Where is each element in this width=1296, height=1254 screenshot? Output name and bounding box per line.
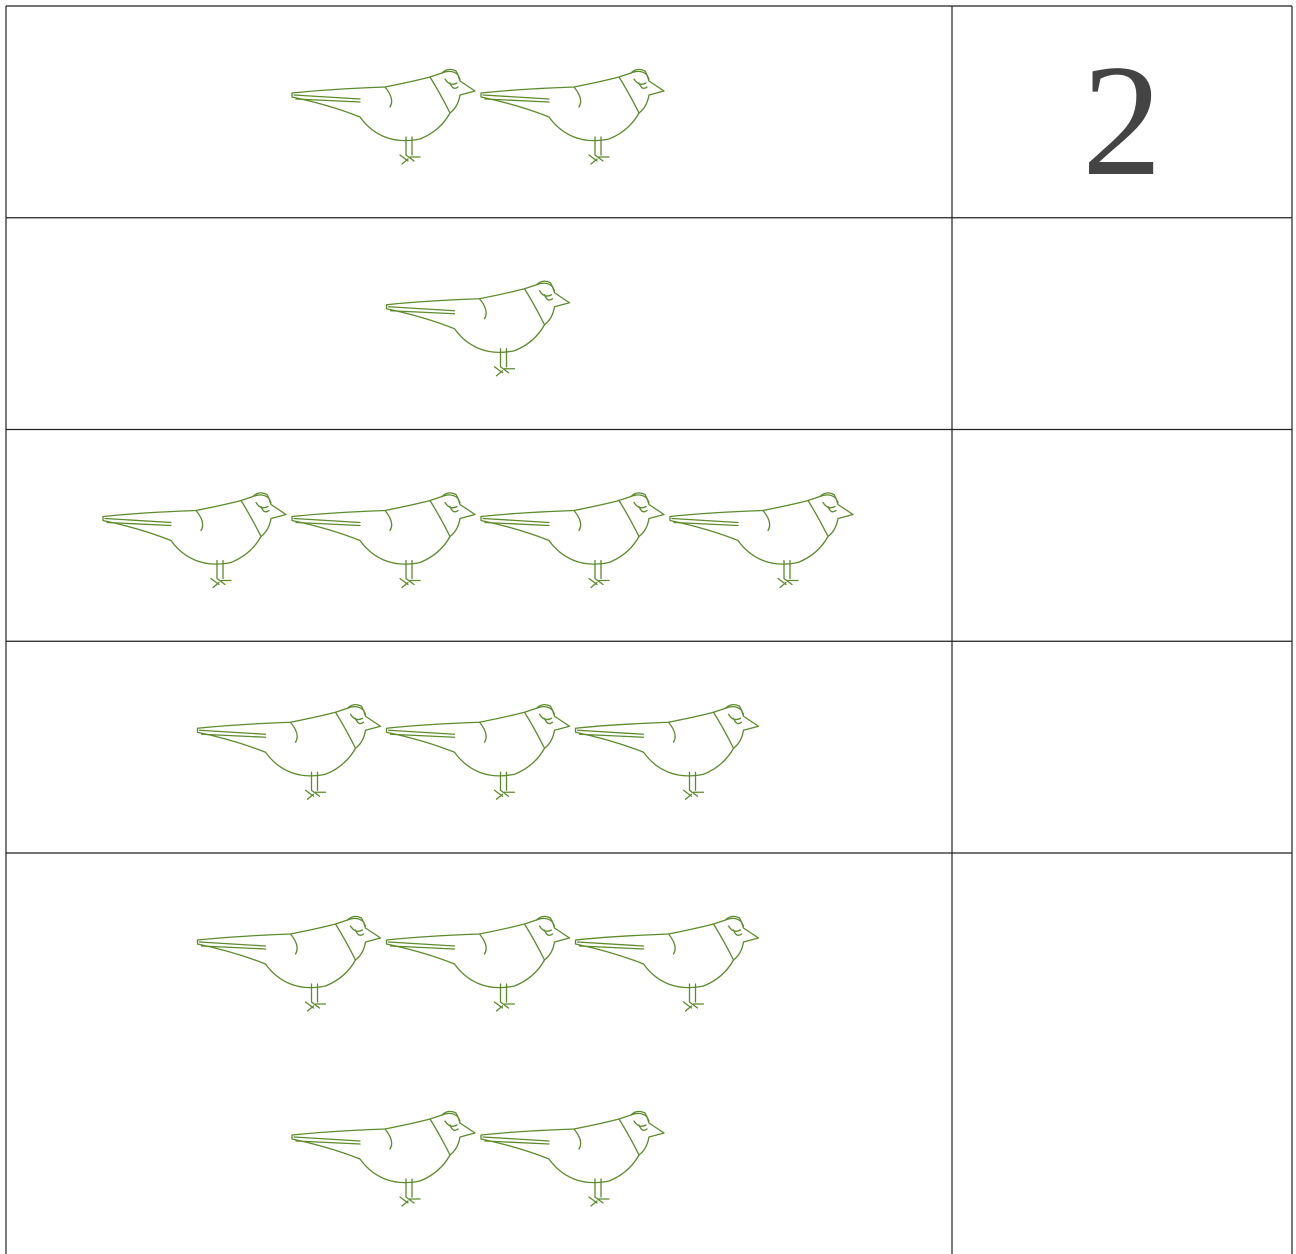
- bird-picture: [481, 1111, 664, 1206]
- bird-picture: [198, 705, 381, 800]
- bird-picture: [292, 493, 475, 588]
- bird-picture: [292, 1111, 475, 1206]
- bird-picture: [387, 281, 570, 376]
- bird-picture: [198, 916, 381, 1011]
- bird-picture: [670, 493, 853, 588]
- bird-picture: [481, 493, 664, 588]
- bird-picture: [292, 69, 475, 164]
- bird-picture: [387, 916, 570, 1011]
- page: 2 (() => { const data = JSON.parse(docum…: [0, 0, 1296, 1254]
- bird-picture: [103, 493, 286, 588]
- bird-picture: [576, 916, 759, 1011]
- bird-picture: [481, 69, 664, 164]
- bird-picture: [576, 705, 759, 800]
- answer-number: 2: [1082, 31, 1162, 209]
- worksheet: 2: [0, 0, 1296, 1254]
- bird-picture: [387, 705, 570, 800]
